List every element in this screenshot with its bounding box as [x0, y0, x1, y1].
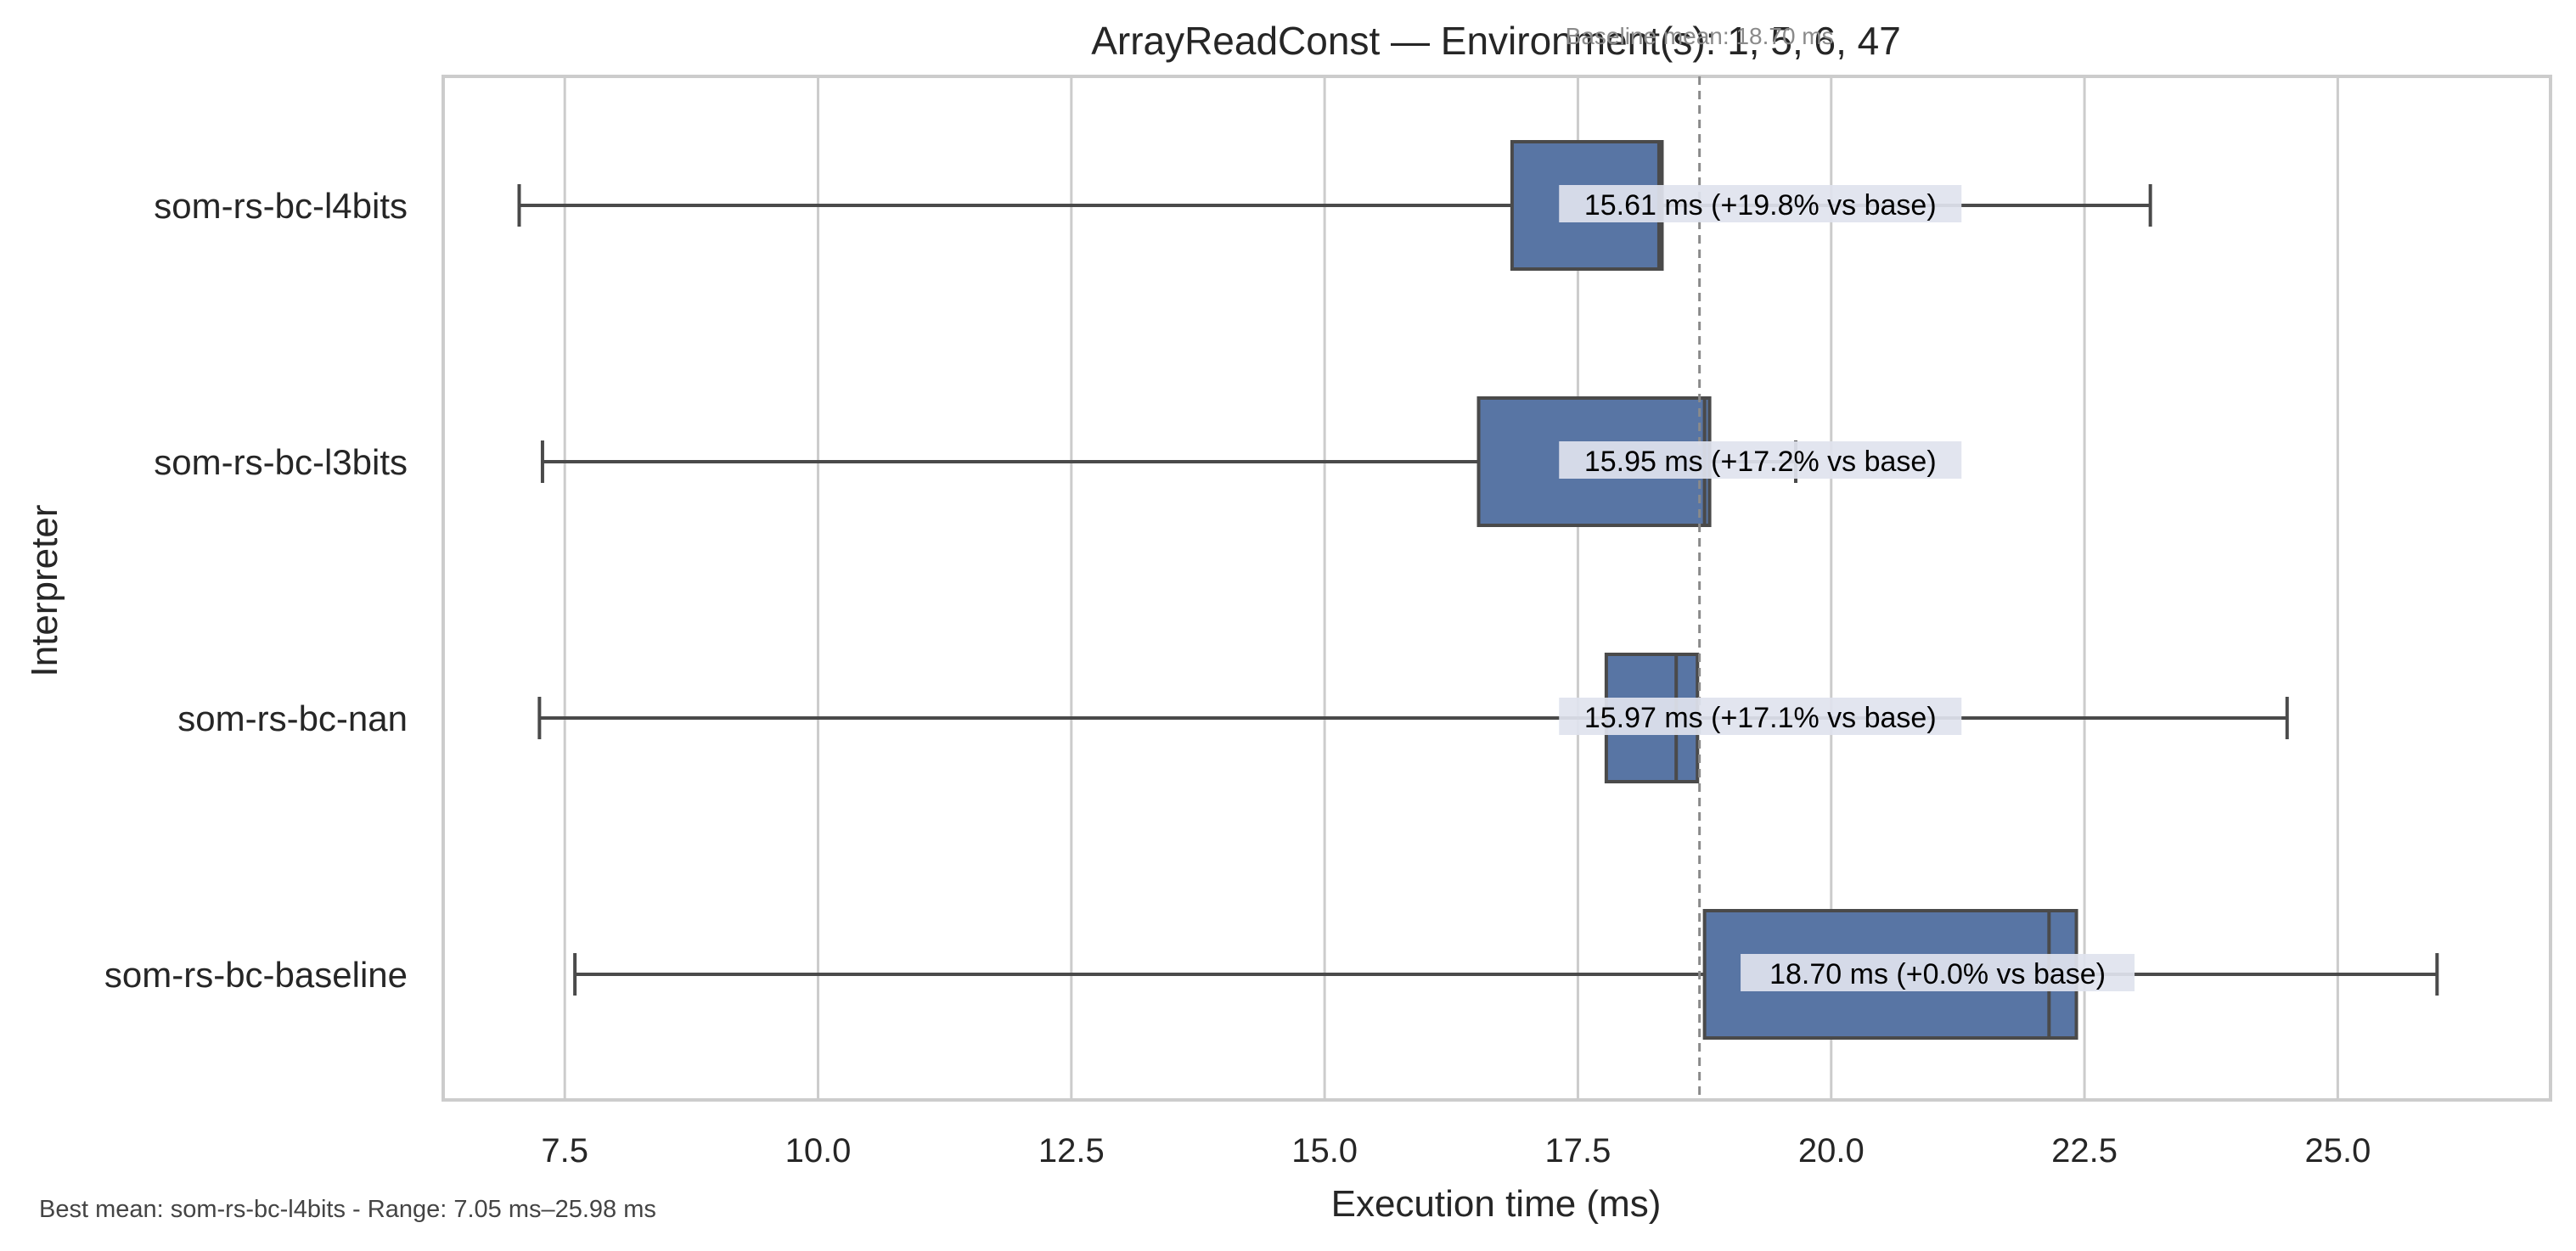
annotation-background [1559, 185, 1962, 222]
baseline-note: Baseline mean: 18.70 ms [1566, 23, 1834, 49]
x-tick-label: 10.0 [785, 1132, 852, 1170]
box-plots [517, 140, 2439, 1040]
y-category-label: som-rs-bc-nan [177, 698, 408, 738]
x-axis-label: Execution time (ms) [1331, 1183, 1662, 1225]
mean-annotation: 15.97 ms (+17.1% vs base) [1584, 702, 1937, 734]
x-tick-label: 12.5 [1038, 1132, 1105, 1170]
mean-annotation: 15.61 ms (+19.8% vs base) [1584, 189, 1937, 222]
annotation-background [1559, 698, 1962, 735]
x-tick-labels: 7.5 10.0 12.5 15.0 17.5 20.0 22.5 25.0 [541, 1132, 2371, 1170]
y-category-labels: som-rs-bc-l4bits som-rs-bc-l3bits som-rs-b… [104, 186, 408, 995]
footer-summary: Best mean: som-rs-bc-l4bits - Range: 7.0… [39, 1196, 656, 1223]
annotation-background [1741, 954, 2135, 991]
y-category-label: som-rs-bc-l3bits [154, 442, 408, 482]
mean-annotations: 15.61 ms (+19.8% vs base) 15.95 ms (+17.2… [1559, 185, 2135, 991]
y-category-label: som-rs-bc-baseline [104, 955, 408, 995]
x-tick-label: 25.0 [2304, 1132, 2371, 1170]
mean-annotation: 18.70 ms (+0.0% vs base) [1769, 958, 2106, 990]
x-tick-label: 15.0 [1291, 1132, 1358, 1170]
annotation-background [1559, 441, 1962, 479]
y-axis-label: Interpreter [24, 505, 65, 677]
plot-frame [442, 75, 2552, 1102]
x-tick-label: 17.5 [1545, 1132, 1611, 1170]
chart-title: ArrayReadConst — Environment(s): 1, 5, 6… [1091, 19, 1901, 63]
x-tick-label: 7.5 [541, 1132, 588, 1170]
mean-annotation: 15.95 ms (+17.2% vs base) [1584, 446, 1937, 478]
x-tick-label: 20.0 [1798, 1132, 1865, 1170]
y-category-label: som-rs-bc-l4bits [154, 186, 408, 226]
x-tick-label: 22.5 [2051, 1132, 2118, 1170]
